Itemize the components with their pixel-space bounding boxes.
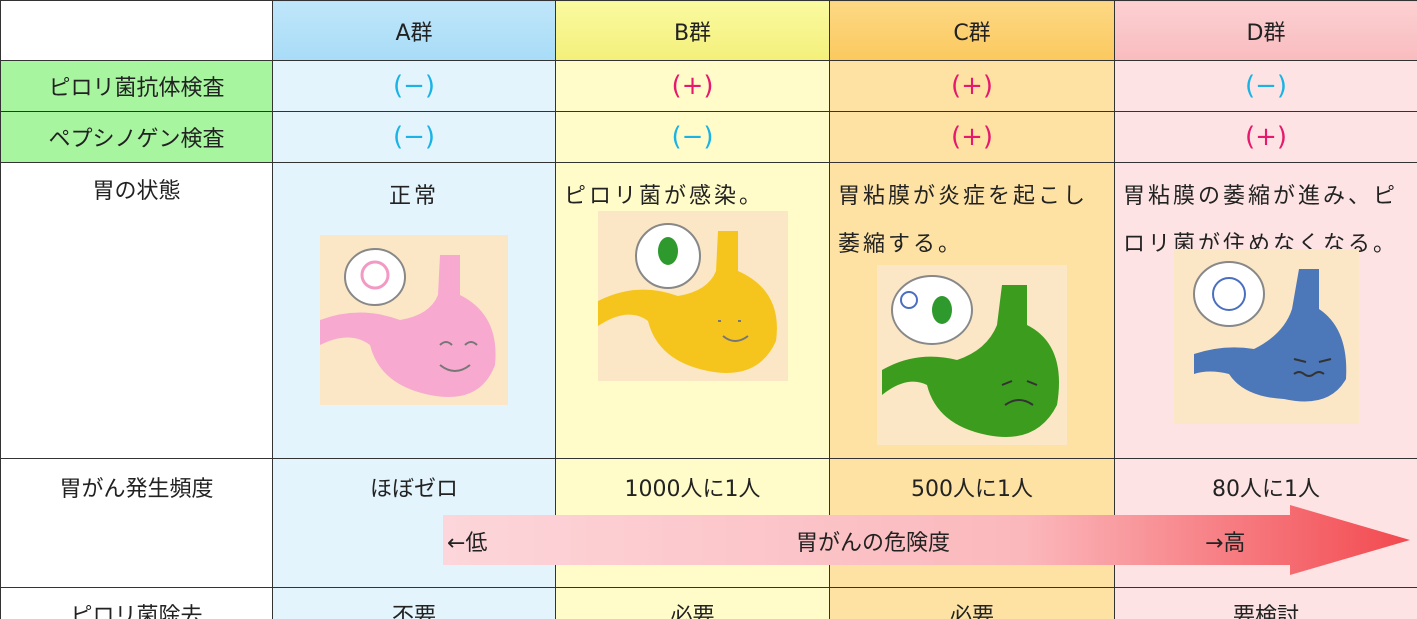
row: ピロリ菌除去 不要 必要 必要 要検討 (0, 587, 1417, 619)
cell: (+) (829, 111, 1115, 163)
row-label: 胃がん発生頻度 (0, 458, 273, 588)
stomach-illustration (1173, 249, 1359, 424)
cell: 胃粘膜が炎症を起こし萎縮する。 (829, 162, 1115, 459)
arrow-high: →高 (1205, 531, 1246, 556)
cell: 正常 (272, 162, 556, 459)
cell: (−) (555, 111, 830, 163)
cell: 必要 (829, 587, 1115, 619)
cell-text: 胃粘膜が炎症を起こし萎縮する。 (838, 184, 1089, 257)
cell: 必要 (555, 587, 830, 619)
stomach-illustration (877, 265, 1067, 445)
corner (0, 0, 273, 61)
cell: (+) (1114, 111, 1417, 163)
cell: (−) (272, 111, 556, 163)
cell: 不要 (272, 587, 556, 619)
row-label: 胃の状態 (0, 162, 273, 459)
cell: 要検討 (1114, 587, 1417, 619)
cell-text: 胃粘膜の萎縮が進み、ピロリ菌が住めなくなる。 (1123, 184, 1399, 257)
cell: (+) (555, 60, 830, 112)
arrow-low: ←低 (447, 531, 488, 556)
arrow-shape (443, 505, 1410, 575)
cell: (−) (1114, 60, 1417, 112)
group-header: C群 (829, 0, 1115, 61)
cell: ピロリ菌が感染。 (555, 162, 830, 459)
row-label: ピロリ菌抗体検査 (0, 60, 273, 112)
row-label: ペプシノゲン検査 (0, 111, 273, 163)
cell-text: 正常 (388, 184, 439, 209)
group-header: A群 (272, 0, 556, 61)
cell: (+) (829, 60, 1115, 112)
row: ピロリ菌抗体検査 (−) (+) (+) (−) (0, 60, 1417, 112)
row: ペプシノゲン検査 (−) (−) (+) (+) (0, 111, 1417, 163)
group-header: D群 (1114, 0, 1417, 61)
stomach-illustration (597, 211, 788, 381)
arrow-label: 胃がんの危険度 (796, 531, 951, 556)
cell: 胃粘膜の萎縮が進み、ピロリ菌が住めなくなる。 (1114, 162, 1417, 459)
header-row: A群 B群 C群 D群 (0, 0, 1417, 61)
stomach-illustration (320, 235, 508, 405)
row-label: ピロリ菌除去 (0, 587, 273, 619)
group-header: B群 (555, 0, 830, 61)
cell-text: ピロリ菌が感染。 (564, 184, 765, 209)
row: 胃の状態 正常 ピロリ菌が感染。 胃粘膜が炎症を起こし萎縮する。 胃粘膜の萎縮が… (0, 162, 1417, 459)
risk-arrow: ←低 胃がんの危険度 →高 (443, 505, 1410, 575)
cell: (−) (272, 60, 556, 112)
